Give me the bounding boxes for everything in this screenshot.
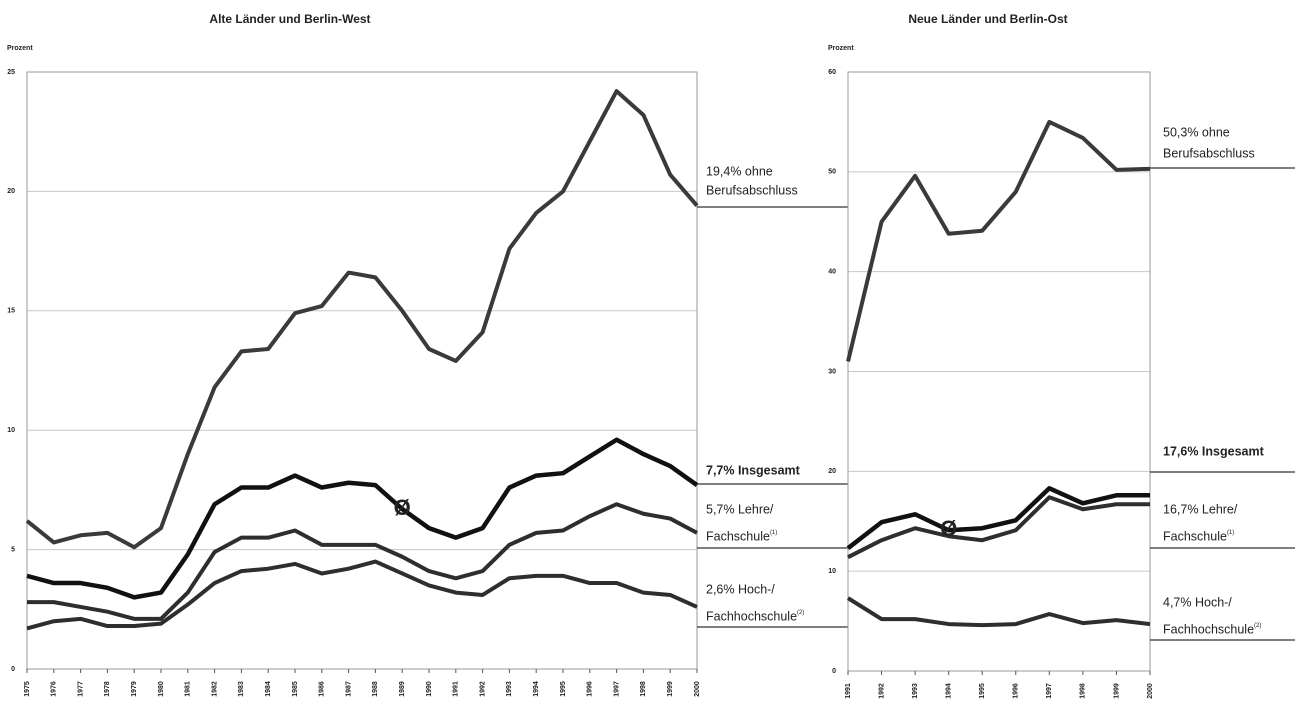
x-tick-label: 1995 [979, 683, 986, 699]
y-tick-label: 20 [828, 468, 836, 475]
x-tick-label: 1975 [24, 681, 31, 697]
series-line [26, 559, 698, 631]
series-label: 2,6% Hoch-/ [706, 582, 775, 596]
series-line [846, 119, 1151, 362]
y-tick-label: 20 [7, 188, 15, 195]
x-tick-label: 1995 [560, 681, 567, 697]
x-tick-label: 1985 [292, 681, 299, 697]
y-tick-label: 15 [7, 308, 15, 315]
x-tick-label: 1984 [265, 681, 272, 697]
x-tick-label: 1996 [1013, 683, 1020, 699]
footnote-mark: (1) [1227, 530, 1234, 536]
x-tick-label: 1994 [946, 683, 953, 699]
x-tick-label: 2000 [1147, 683, 1154, 699]
series-label: Fachschule(1) [706, 529, 777, 543]
series-line [26, 437, 699, 600]
series-label: 4,7% Hoch-/ [1163, 595, 1232, 609]
x-tick-label: 1987 [345, 681, 352, 697]
series-label: 5,7% Lehre/ [706, 502, 774, 516]
y-tick-label: 40 [828, 269, 836, 276]
y-tick-label: 60 [828, 69, 836, 76]
y-tick-label: 10 [828, 568, 836, 575]
series-label: Fachhochschule(2) [706, 609, 804, 623]
y-tick-label: 30 [828, 368, 836, 375]
series-line [846, 486, 1150, 550]
x-tick-label: 1999 [667, 681, 674, 697]
y-tick-label: 10 [7, 427, 15, 434]
chart-title: Neue Länder und Berlin-Ost [908, 12, 1067, 26]
series-label: Fachschule(1) [1163, 529, 1234, 543]
x-tick-label: 1996 [587, 681, 594, 697]
annotation: Ø [940, 516, 957, 541]
annotation: Ø [394, 495, 411, 520]
y-tick-label: 50 [828, 169, 836, 176]
x-tick-label: 1991 [453, 681, 460, 697]
plot-frame [847, 71, 1151, 672]
x-tick-label: 1981 [185, 681, 192, 697]
y-tick-label: 25 [7, 69, 15, 76]
series-line [846, 596, 1151, 628]
y-axis-label: Prozent [7, 45, 33, 52]
footnote-mark: (1) [770, 530, 777, 536]
series-label: 16,7% Lehre/ [1163, 502, 1238, 516]
x-tick-label: 1991 [845, 683, 852, 699]
x-tick-label: 1993 [506, 681, 513, 697]
y-tick-label: 5 [11, 546, 15, 553]
series-label: 17,6% Insgesamt [1163, 444, 1265, 458]
x-tick-label: 1982 [211, 681, 218, 697]
x-tick-label: 1998 [1080, 683, 1087, 699]
series-label: Fachhochschule(2) [1163, 622, 1261, 636]
series-label: 50,3% ohne [1163, 125, 1230, 139]
x-tick-label: 1989 [399, 681, 406, 697]
y-tick-label: 0 [832, 668, 836, 675]
series-line [27, 502, 698, 621]
series-label: Berufsabschluss [706, 183, 798, 197]
x-tick-label: 1978 [104, 681, 111, 697]
series-line [847, 495, 1150, 559]
x-tick-label: 1998 [640, 681, 647, 697]
y-axis-label: Prozent [828, 45, 854, 52]
chart-title: Alte Länder und Berlin-West [209, 12, 370, 26]
x-tick-label: 1992 [878, 683, 885, 699]
x-tick-label: 1977 [77, 681, 84, 697]
x-tick-label: 1986 [319, 681, 326, 697]
x-tick-label: 1983 [238, 681, 245, 697]
x-tick-label: 1999 [1113, 683, 1120, 699]
footnote-mark: (2) [797, 610, 804, 616]
y-tick-label: 0 [11, 666, 15, 673]
series-line [25, 89, 699, 550]
plot-frame [26, 71, 698, 670]
x-tick-label: 1988 [372, 681, 379, 697]
x-tick-label: 1994 [533, 681, 540, 697]
x-tick-label: 1990 [426, 681, 433, 697]
x-tick-label: 1997 [613, 681, 620, 697]
x-tick-label: 1976 [51, 681, 58, 697]
series-label: 19,4% ohne [706, 164, 773, 178]
x-tick-label: 1993 [912, 683, 919, 699]
series-label: 7,7% Insgesamt [706, 463, 801, 477]
x-tick-label: 1992 [479, 681, 486, 697]
x-tick-label: 1997 [1046, 683, 1053, 699]
x-tick-label: 2000 [694, 681, 701, 697]
x-tick-label: 1980 [158, 681, 165, 697]
series-label: Berufsabschluss [1163, 146, 1255, 160]
x-tick-label: 1979 [131, 681, 138, 697]
footnote-mark: (2) [1254, 623, 1261, 629]
